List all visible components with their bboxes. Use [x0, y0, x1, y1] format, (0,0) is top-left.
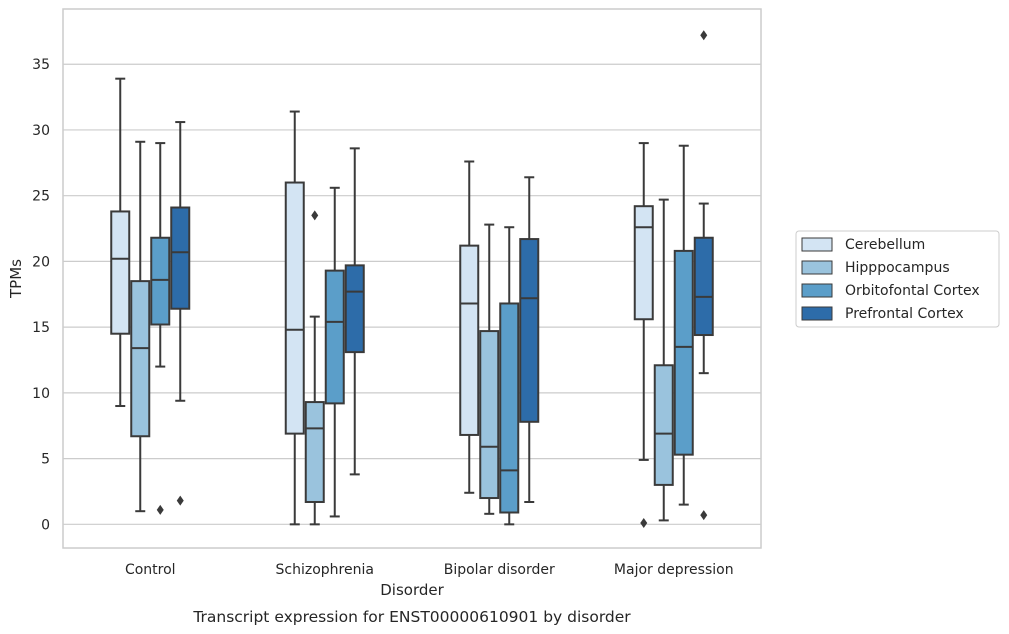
- y-tick-label: 5: [41, 452, 50, 468]
- box-iqr: [324, 269, 345, 405]
- box-iqr: [499, 302, 520, 514]
- legend-swatch: [801, 237, 833, 252]
- x-axis: Control Schizophrenia Bipolar disorder Majo…: [125, 562, 734, 578]
- legend-label: Prefrontal Cortex: [845, 306, 964, 322]
- x-tick-label: Bipolar disorder: [444, 562, 555, 578]
- box-iqr: [170, 206, 191, 310]
- box-prefrontal-cortex-major-depression: [693, 30, 714, 521]
- y-tick-label: 30: [32, 123, 50, 139]
- box-cerebellum-control: [110, 77, 131, 408]
- box-prefrontal-cortex-bipolar-disorder: [519, 176, 540, 503]
- x-axis-label: Disorder: [380, 581, 444, 599]
- plot-area: [110, 30, 714, 529]
- legend: Cerebellum Hipppocampus Orbitofontal Corte…: [795, 230, 1000, 328]
- legend-label: Cerebellum: [845, 237, 925, 253]
- box-cerebellum-schizophrenia: [284, 110, 305, 526]
- box-iqr: [284, 181, 305, 435]
- legend-frame: [795, 230, 1000, 328]
- outlier-point: [700, 30, 708, 41]
- legend-item: Orbitofontal Cortex: [801, 283, 980, 299]
- y-tick-label: 35: [32, 57, 50, 73]
- box-hipppocampus-major-depression: [653, 198, 674, 522]
- y-axis: 0 5 10 15 20 25 30 35: [32, 57, 50, 533]
- box-prefrontal-cortex-schizophrenia: [344, 147, 365, 476]
- y-tick-label: 20: [32, 254, 50, 270]
- legend-item: Prefrontal Cortex: [801, 306, 964, 322]
- box-iqr: [130, 280, 151, 438]
- box-hipppocampus-bipolar-disorder: [479, 223, 500, 515]
- box-iqr: [344, 264, 365, 354]
- box-orbitofontal-cortex-bipolar-disorder: [499, 226, 520, 526]
- y-axis-label: TPMs: [7, 259, 25, 299]
- legend-swatch: [801, 306, 833, 321]
- legend-swatch: [801, 283, 833, 298]
- box-iqr: [519, 238, 540, 423]
- box-iqr: [150, 236, 171, 326]
- box-iqr: [304, 401, 325, 503]
- legend-label: Hipppocampus: [845, 260, 950, 276]
- y-tick-label: 0: [41, 517, 50, 533]
- y-tick-label: 15: [32, 320, 50, 336]
- legend-item: Hipppocampus: [801, 260, 950, 276]
- box-iqr: [653, 364, 674, 486]
- box-orbitofontal-cortex-schizophrenia: [324, 186, 345, 518]
- box-cerebellum-bipolar-disorder: [459, 160, 480, 494]
- chart-caption: Transcript expression for ENST0000061090…: [192, 608, 631, 626]
- box-iqr: [479, 330, 500, 500]
- box-orbitofontal-cortex-major-depression: [673, 144, 694, 506]
- outlier-point: [640, 518, 648, 529]
- plot-frame: [62, 8, 762, 549]
- legend-label: Orbitofontal Cortex: [845, 283, 980, 299]
- legend-swatch: [801, 260, 833, 275]
- box-hipppocampus-schizophrenia: [304, 210, 325, 526]
- box-prefrontal-cortex-control: [170, 121, 191, 506]
- outlier-point: [311, 210, 319, 221]
- box-orbitofontal-cortex-control: [150, 142, 171, 515]
- outlier-point: [700, 510, 708, 521]
- box-iqr: [459, 244, 480, 436]
- x-tick-label: Control: [125, 562, 176, 578]
- y-tick-label: 10: [32, 386, 50, 402]
- box-iqr: [633, 205, 654, 321]
- box-iqr: [693, 236, 714, 337]
- box-iqr: [110, 210, 131, 335]
- x-tick-label: Major depression: [614, 562, 734, 578]
- legend-item: Cerebellum: [801, 237, 925, 253]
- box-iqr: [673, 249, 694, 456]
- x-tick-label: Schizophrenia: [276, 562, 374, 578]
- box-hipppocampus-control: [130, 140, 151, 513]
- box-cerebellum-major-depression: [633, 142, 654, 529]
- y-tick-label: 25: [32, 189, 50, 205]
- outlier-point: [176, 495, 184, 506]
- outlier-point: [156, 504, 164, 515]
